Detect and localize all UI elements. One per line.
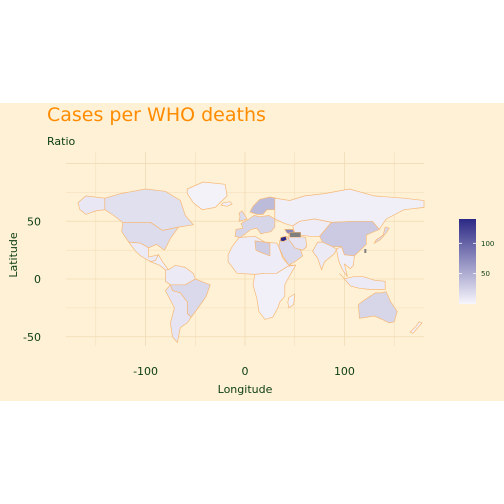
x-tick-label: 0 [242,365,249,378]
legend-tick-label: 100 [481,240,494,248]
country-central-america [149,254,170,271]
country-china [319,220,380,257]
country-madagascar [287,293,296,309]
country-scandinavia [249,196,277,215]
country-missing-data [289,232,301,238]
x-tick-label: -100 [133,365,158,378]
axes: -100 0 100 50 0 -50 [23,215,355,378]
country-uk [238,210,248,222]
country-south-america-north [165,264,196,286]
x-axis-title: Longitude [218,383,273,396]
country-alaska [77,195,106,215]
countries-layer [66,181,425,348]
country-syria [279,235,288,242]
y-axis-title: Latitude [7,232,20,278]
country-indonesia [339,273,386,290]
x-tick-label: 100 [334,365,355,378]
country-united-states [121,222,180,251]
country-new-zealand [409,321,423,334]
country-africa-south [252,264,297,320]
y-tick-label: -50 [23,331,41,344]
country-southeast-asia [336,246,355,277]
country-canada [104,188,194,231]
color-legend: 100 50 [459,219,494,304]
y-tick-label: 0 [34,273,41,286]
country-japan [373,226,390,245]
country-greenland [186,181,228,211]
country-australia [358,291,398,324]
country-iceland [220,201,233,207]
country-europe-west [234,215,276,238]
legend-colorbar [459,219,476,304]
country-missing-data [364,249,367,253]
legend-tick-label: 50 [481,270,490,278]
chart-title: Cases per WHO deaths [47,104,266,126]
country-libya [254,240,271,257]
country-india [312,241,337,271]
antarctica-edge [66,346,424,348]
country-south-america-south [164,284,192,344]
y-tick-label: 50 [27,215,41,228]
chart-subtitle: Ratio [47,135,76,148]
